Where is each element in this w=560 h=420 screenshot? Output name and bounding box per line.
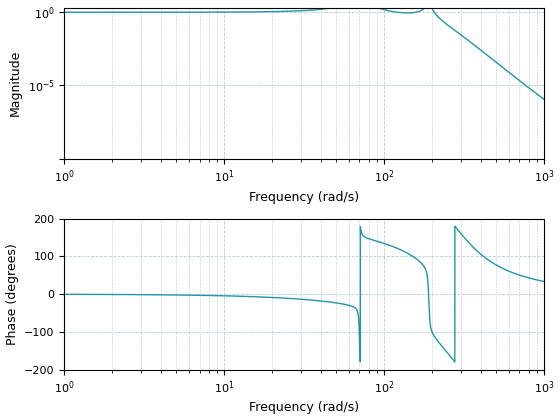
X-axis label: Frequency (rad/s): Frequency (rad/s) bbox=[249, 191, 360, 204]
Y-axis label: Magnitude: Magnitude bbox=[9, 50, 22, 116]
Y-axis label: Phase (degrees): Phase (degrees) bbox=[6, 243, 18, 345]
X-axis label: Frequency (rad/s): Frequency (rad/s) bbox=[249, 402, 360, 415]
